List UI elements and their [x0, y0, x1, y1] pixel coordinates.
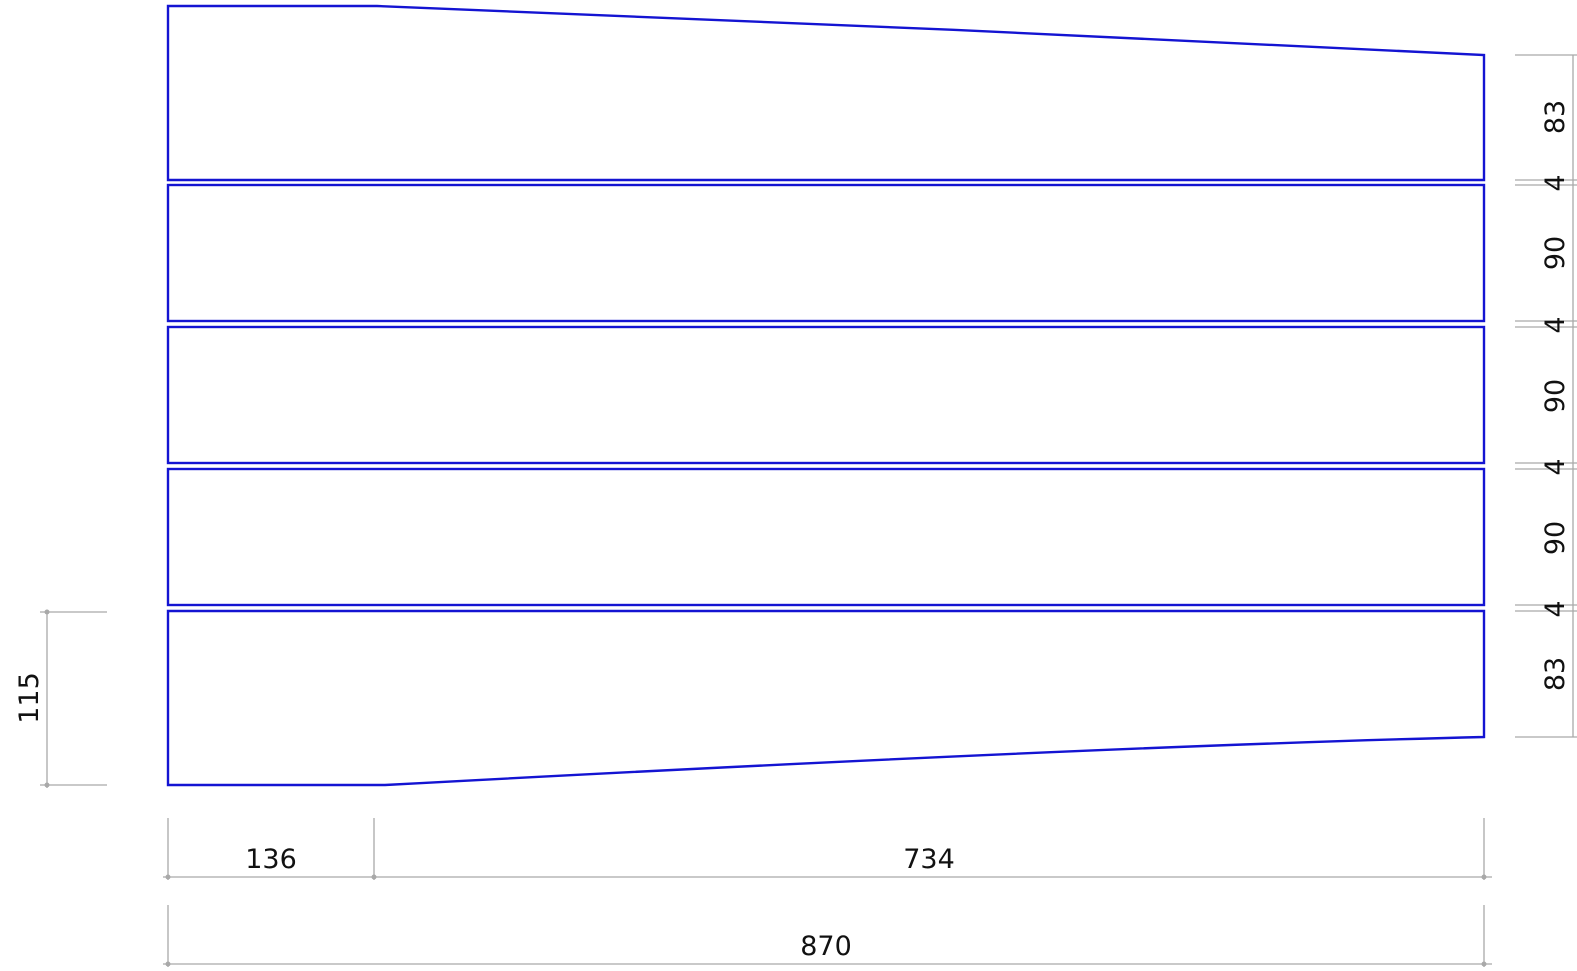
dim-right-gap-4: 4 — [1540, 600, 1571, 617]
plank-4 — [168, 469, 1484, 605]
dim-right-plank-5: 83 — [1540, 657, 1571, 691]
dim-right-plank-2: 90 — [1540, 236, 1571, 270]
right-dimension-chain: 83 4 90 4 90 4 90 4 83 — [1515, 55, 1577, 737]
dim-right-plank-1: 83 — [1540, 100, 1571, 134]
dim-bottom-segment-1: 136 — [245, 844, 297, 875]
planks — [168, 6, 1484, 785]
bottom-dimension-chain: 136 734 — [163, 818, 1492, 880]
plank-3 — [168, 327, 1484, 463]
dim-left-height: 115 — [14, 672, 45, 724]
dim-bottom-total: 870 — [800, 931, 852, 962]
plank-top-tapered — [168, 6, 1484, 180]
plank-bottom-tapered — [168, 611, 1484, 785]
dim-right-gap-3: 4 — [1540, 458, 1571, 475]
bottom-dimension-total: 870 — [163, 905, 1492, 967]
dim-bottom-segment-2: 734 — [903, 844, 955, 875]
plank-2 — [168, 185, 1484, 321]
dim-right-plank-3: 90 — [1540, 379, 1571, 413]
dim-right-plank-4: 90 — [1540, 521, 1571, 555]
left-dimension: 115 — [14, 610, 107, 789]
dim-right-gap-2: 4 — [1540, 316, 1571, 333]
dim-right-gap-1: 4 — [1540, 174, 1571, 191]
